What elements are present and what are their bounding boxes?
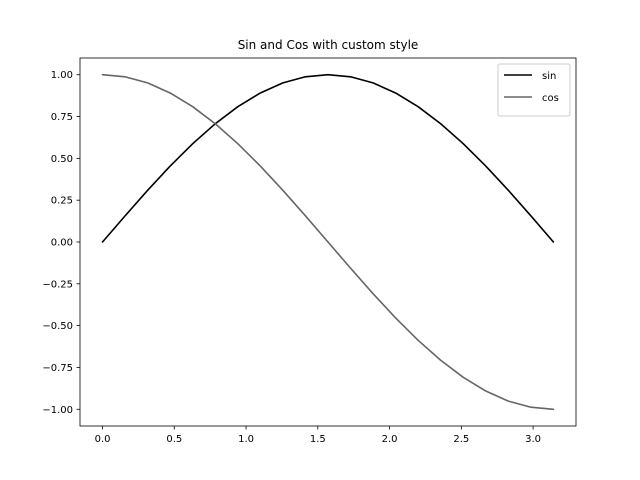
y-tick-label: −0.75 bbox=[42, 363, 73, 374]
x-tick-label: 1.0 bbox=[238, 434, 254, 445]
plot-frame bbox=[79, 57, 577, 427]
y-tick-label: −1.00 bbox=[42, 405, 73, 416]
y-tick-label: 0.50 bbox=[51, 154, 73, 165]
legend-label-cos: cos bbox=[542, 93, 559, 104]
y-tick-label: −0.25 bbox=[42, 279, 73, 290]
x-tick-label: 0.5 bbox=[166, 434, 182, 445]
series-line-sin bbox=[101, 73, 555, 243]
series-line-cos bbox=[101, 73, 555, 411]
series-layer bbox=[101, 73, 555, 411]
legend-label-sin: sin bbox=[542, 71, 556, 82]
y-tick-label: −0.50 bbox=[42, 321, 73, 332]
chart-title: Sin and Cos with custom style bbox=[238, 38, 419, 52]
y-axis: 1.00 0.75 0.50 0.25 0.00 −0.25 −0.50 −0.75 −1.00 bbox=[42, 70, 80, 416]
x-tick-label: 2.0 bbox=[382, 434, 398, 445]
x-tick-label: 2.5 bbox=[453, 434, 469, 445]
y-tick-label: 0.75 bbox=[51, 112, 73, 123]
x-axis: 0.0 0.5 1.0 1.5 2.0 2.5 3.0 bbox=[95, 426, 541, 445]
legend-box bbox=[497, 63, 571, 117]
y-tick-label: 1.00 bbox=[51, 70, 73, 81]
x-tick-label: 3.0 bbox=[525, 434, 541, 445]
y-tick-label: 0.00 bbox=[51, 238, 73, 249]
x-tick-label: 0.0 bbox=[95, 434, 111, 445]
y-tick-label: 0.25 bbox=[51, 196, 73, 207]
legend: sin cos bbox=[497, 63, 571, 117]
x-tick-label: 1.5 bbox=[310, 434, 326, 445]
